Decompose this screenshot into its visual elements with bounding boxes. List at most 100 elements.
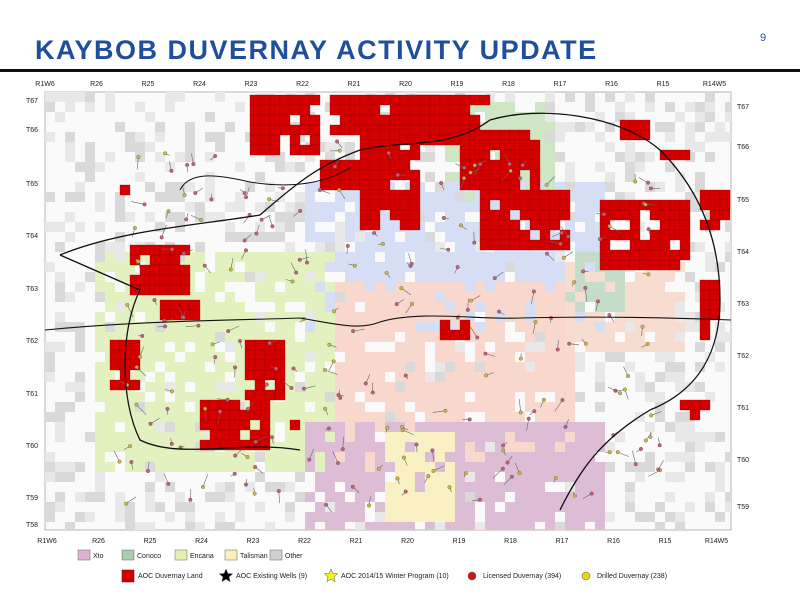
map-cell [225,392,235,402]
map-cell [555,372,565,382]
map-cell [555,262,565,272]
map-cell [575,462,585,472]
aoc-land [149,284,161,296]
well [225,397,230,402]
map-cell [215,142,225,152]
range-label: R26 [90,81,103,88]
well [242,238,247,243]
map-cell [135,422,145,432]
well [657,443,662,448]
map-cell [725,332,731,342]
map-cell [345,462,355,472]
map-cell [445,212,455,222]
legend-dot [581,571,591,581]
map-cell [385,312,395,322]
map-cell [135,442,145,452]
aoc-land [549,239,561,251]
map-cell [535,322,545,332]
aoc-land [299,144,311,156]
map-cell [45,222,55,232]
map-cell [175,342,185,352]
well [136,259,141,264]
map-cell [335,222,345,232]
aoc-land [519,149,531,161]
map-cell [215,452,225,462]
map-cell [515,322,525,332]
map-cell [485,362,495,372]
map-cell [425,402,435,412]
map-cell [455,402,465,412]
range-label: R17 [556,538,569,545]
well [363,381,368,386]
map-cell [345,422,355,432]
map-cell [315,202,325,212]
map-cell [495,342,505,352]
slide-title: KAYBOB DUVERNAY ACTIVITY UPDATE [35,35,598,65]
aoc-land [459,179,471,191]
well [640,324,645,329]
aoc-land [259,409,271,421]
map-cell [255,502,265,512]
map-cell [375,292,385,302]
map-cell [305,452,315,462]
map-cell [585,342,595,352]
well [134,402,139,407]
aoc-land [289,124,301,136]
map-cell [485,262,495,272]
map-cell [55,402,65,412]
aoc-land [679,399,691,411]
map-cell [215,462,225,472]
aoc-land [289,134,301,146]
map-cell [605,342,615,352]
well [646,272,651,277]
map-cell [455,362,465,372]
map-cell [405,522,415,530]
map-cell [475,402,485,412]
map-cell [355,442,365,452]
map-cell [395,382,405,392]
map-cell [215,132,225,142]
map-cell [375,372,385,382]
map-cell [165,92,175,102]
aoc-land [399,149,411,161]
range-label: R18 [504,538,517,545]
map-cell [575,322,585,332]
well [426,474,431,479]
well [169,389,174,394]
well [469,298,474,303]
well [633,462,638,467]
map-cell [555,462,565,472]
map-cell [455,432,465,442]
map-cell [185,432,195,442]
map-cell [195,372,205,382]
map-cell [625,362,635,372]
well [170,247,175,252]
map-cell [175,192,185,202]
well [462,165,467,170]
map-cell [635,382,645,392]
map-cell [135,432,145,442]
map-cell [495,412,505,422]
aoc-land [359,159,371,171]
well [467,417,472,422]
map-cell [515,482,525,492]
map-cell [275,192,285,202]
map-cell [465,282,475,292]
township-label: T59 [26,495,38,502]
map-cell [565,492,575,502]
map-cell [625,302,635,312]
map-cell [505,122,515,132]
map-cell [615,152,625,162]
map-cell [455,382,465,392]
map-cell [515,512,525,522]
map-cell [555,362,565,372]
map-cell [195,522,205,530]
map-cell [485,452,495,462]
map-cell [185,322,195,332]
aoc-land [169,284,181,296]
map-cell [655,182,665,192]
map-cell [425,462,435,472]
map-cell [425,242,435,252]
aoc-land [669,229,681,241]
map-cell [365,422,375,432]
